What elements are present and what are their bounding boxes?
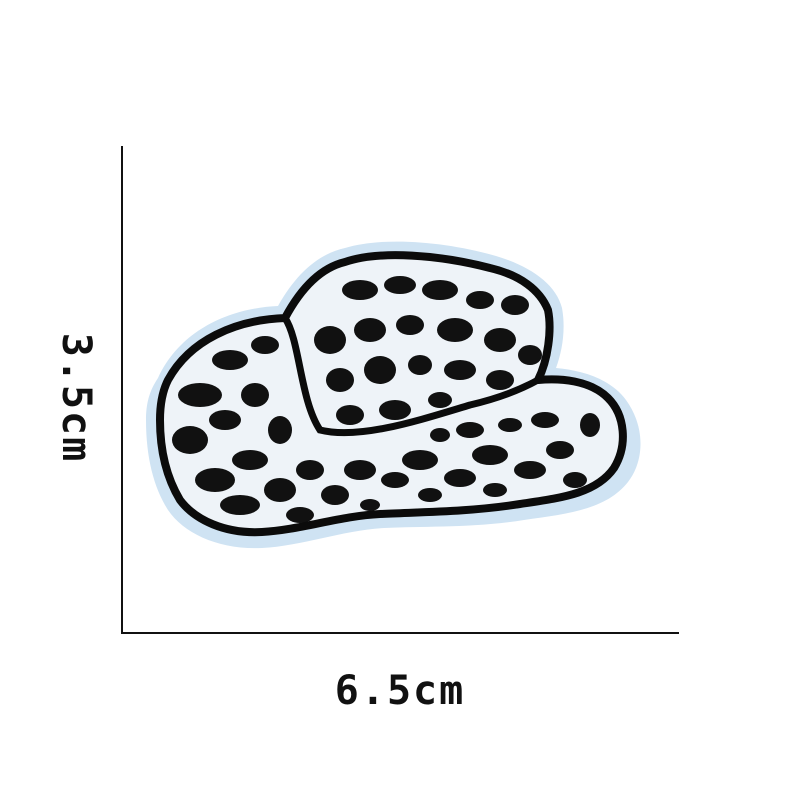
height-dimension-line: [121, 146, 123, 634]
width-dimension-line: [121, 632, 679, 634]
cow-print-pattern: [172, 276, 600, 523]
width-dimension-label: 6.5cm: [334, 668, 466, 714]
height-dimension-label: 3.5cm: [53, 332, 99, 464]
